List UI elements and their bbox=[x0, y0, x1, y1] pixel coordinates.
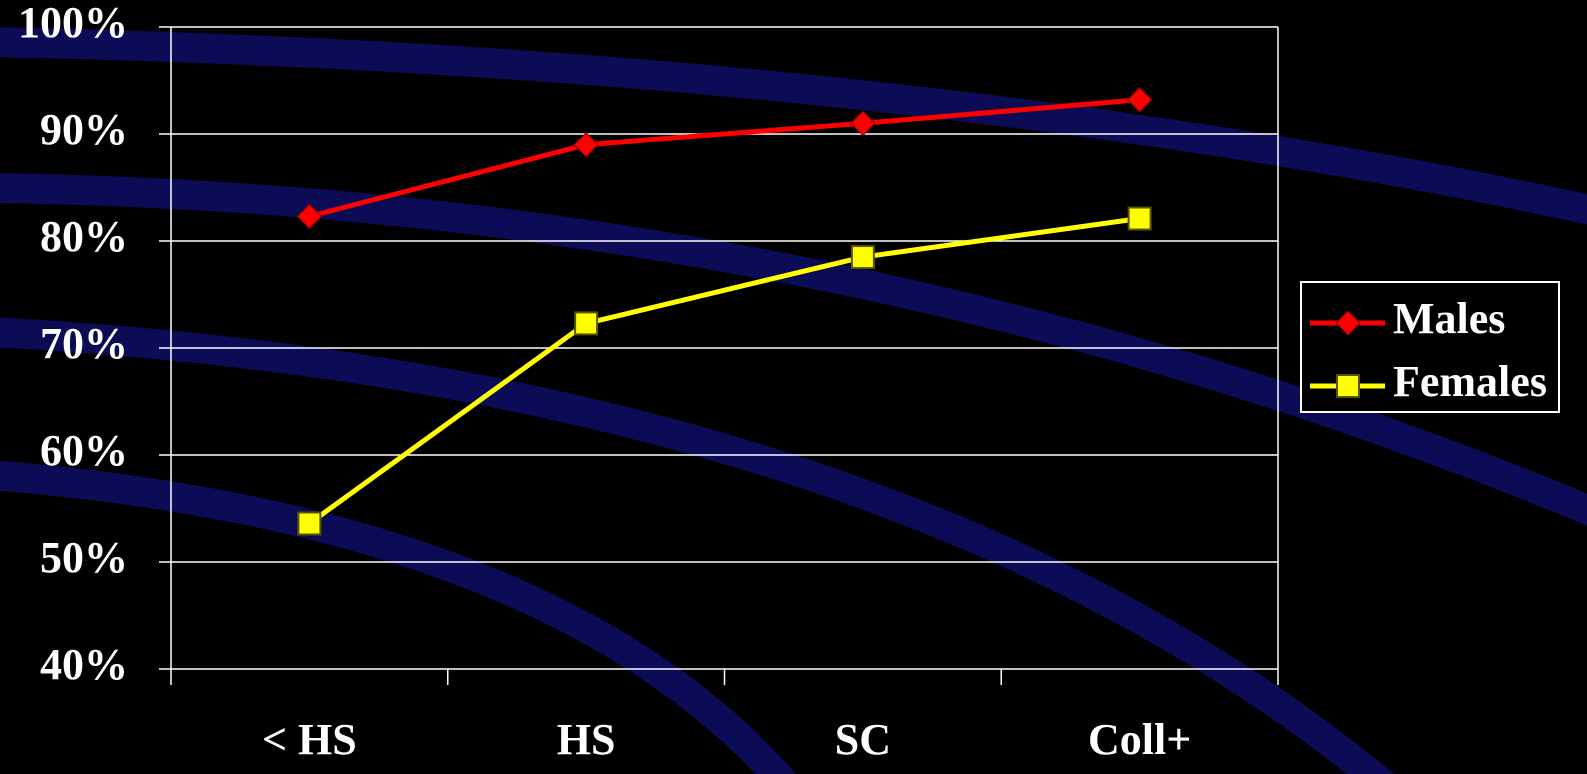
x-tick-label: HS bbox=[557, 715, 616, 764]
x-tick-label: Coll+ bbox=[1088, 715, 1191, 764]
x-tick-label: < HS bbox=[262, 715, 357, 764]
data-point bbox=[1128, 88, 1152, 112]
arc bbox=[0, 475, 790, 774]
y-tick-label: 50% bbox=[40, 533, 128, 582]
x-tick-label: SC bbox=[835, 715, 891, 764]
data-point bbox=[852, 246, 874, 268]
legend-label: Females bbox=[1393, 357, 1547, 406]
data-point bbox=[298, 512, 320, 534]
y-tick-label: 40% bbox=[40, 640, 128, 689]
data-point bbox=[1129, 208, 1151, 230]
legend-label: Males bbox=[1393, 294, 1505, 343]
y-tick-label: 90% bbox=[40, 105, 128, 154]
legend-marker bbox=[1337, 375, 1359, 397]
y-tick-label: 60% bbox=[40, 426, 128, 475]
y-tick-label: 80% bbox=[40, 212, 128, 261]
data-point bbox=[574, 133, 598, 157]
y-tick-label: 100% bbox=[18, 0, 128, 47]
chart: 40% 50% 60% 70% 80% 90% 100% < HS HS SC Coll+ Males… bbox=[0, 0, 1587, 774]
data-point bbox=[851, 111, 875, 135]
data-point bbox=[575, 312, 597, 334]
y-tick-label: 70% bbox=[40, 319, 128, 368]
